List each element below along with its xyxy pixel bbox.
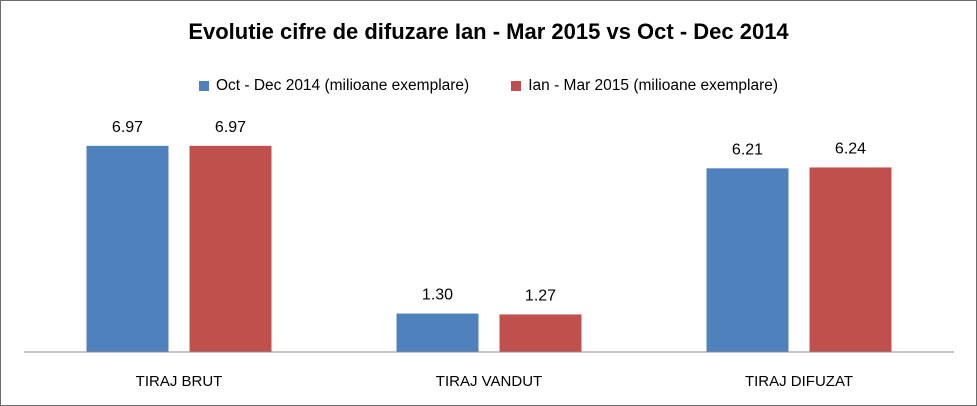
bar-tiraj-vandut-series-1 — [396, 313, 479, 352]
bar-tiraj-difuzat-series-1 — [706, 168, 789, 352]
data-label: 6.24 — [835, 140, 866, 157]
data-label: 1.30 — [422, 287, 453, 304]
data-label: 6.97 — [215, 119, 246, 136]
bar-tiraj-brut-series-2 — [189, 145, 272, 352]
bar-tiraj-vandut-series-2 — [499, 314, 582, 352]
legend-item-oct-dec-2014: Oct - Dec 2014 (milioane exemplare) — [198, 77, 470, 95]
chart-title: Evolutie cifre de difuzare Ian - Mar 201… — [188, 19, 789, 44]
bar-tiraj-difuzat-series-2 — [809, 167, 892, 352]
legend-swatch-red — [511, 81, 522, 91]
legend-label: Oct - Dec 2014 (milioane exemplare) — [215, 77, 470, 94]
legend-item-ian-mar-2015: Ian - Mar 2015 (milioane exemplare) — [511, 77, 778, 95]
x-tick-label: TIRAJ VANDUT — [436, 373, 542, 390]
data-label: 6.21 — [732, 141, 763, 158]
legend-swatch-blue — [198, 81, 209, 91]
data-label: 6.97 — [112, 119, 143, 136]
data-label: 1.27 — [525, 287, 556, 304]
legend-label: Ian - Mar 2015 (milioane exemplare) — [528, 77, 779, 94]
bar-tiraj-brut-series-1 — [86, 145, 169, 352]
legend: Oct - Dec 2014 (milioane exemplare) Ian … — [1, 77, 976, 95]
x-tick-label: TIRAJ BRUT — [136, 373, 223, 390]
x-tick-label: TIRAJ DIFUZAT — [745, 373, 853, 390]
